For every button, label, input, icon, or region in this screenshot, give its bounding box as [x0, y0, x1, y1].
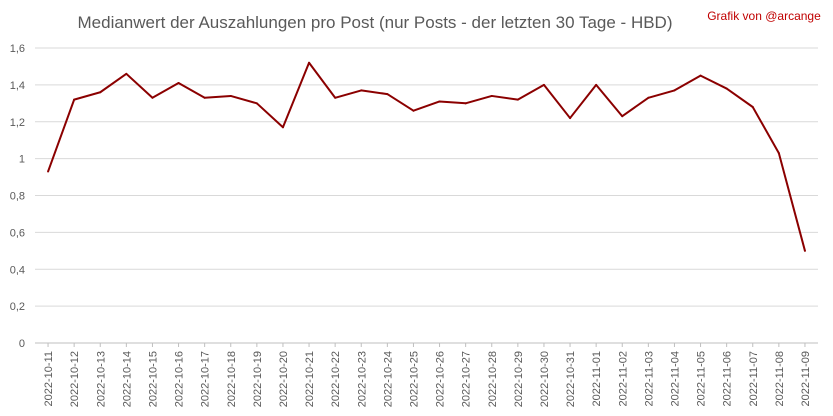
y-tick-label: 0,8	[10, 191, 25, 203]
data-point	[203, 96, 206, 99]
chart-title: Medianwert der Auszahlungen pro Post (nu…	[78, 13, 673, 32]
data-point	[281, 126, 284, 129]
data-point	[490, 94, 493, 97]
x-tick-label: 2022-10-20	[278, 351, 290, 407]
y-tick-label: 1,6	[10, 43, 25, 55]
data-point	[334, 96, 337, 99]
y-tick-label: 0,2	[10, 301, 25, 313]
series-line	[47, 61, 806, 252]
y-axis-ticks: 0 0,2 0,4 0,6 0,8 1 1,2 1,4 1,6	[10, 43, 25, 350]
x-tick-label: 2022-10-28	[487, 351, 499, 407]
x-tick-label: 2022-10-24	[382, 351, 394, 407]
chart-credit: Grafik von @arcange	[707, 9, 821, 23]
data-point	[177, 82, 180, 85]
y-tick-label: 0,4	[10, 264, 25, 276]
data-point	[308, 61, 311, 64]
x-tick-label: 2022-11-08	[774, 351, 786, 406]
data-point	[438, 100, 441, 103]
x-tick-label: 2022-10-19	[252, 351, 264, 407]
data-point	[673, 89, 676, 92]
data-point	[725, 87, 728, 90]
x-tick-label: 2022-10-27	[461, 351, 473, 407]
x-tick-label: 2022-11-03	[643, 351, 655, 406]
x-tick-label: 2022-11-04	[669, 351, 681, 406]
y-tick-label: 0	[19, 338, 25, 350]
x-tick-label: 2022-10-21	[304, 351, 316, 407]
gridlines	[35, 47, 818, 344]
data-point	[621, 115, 624, 118]
data-point	[516, 98, 519, 101]
x-tick-label: 2022-10-22	[330, 351, 342, 407]
x-tick-label: 2022-10-17	[200, 351, 212, 407]
data-point	[99, 91, 102, 94]
data-point	[569, 117, 572, 120]
y-tick-label: 1,2	[10, 117, 25, 129]
x-tick-label: 2022-10-14	[121, 351, 133, 407]
x-tick-label: 2022-10-13	[95, 351, 107, 407]
x-axis-ticks: 2022-10-11 2022-10-12 2022-10-13 2022-10-14…	[43, 343, 812, 407]
x-tick-label: 2022-10-29	[513, 351, 525, 407]
x-tick-label: 2022-11-02	[617, 351, 629, 406]
x-tick-label: 2022-10-12	[69, 351, 81, 407]
data-point	[803, 249, 806, 252]
y-tick-label: 1	[19, 154, 25, 166]
x-tick-label: 2022-10-25	[408, 351, 420, 407]
x-tick-label: 2022-10-15	[147, 351, 159, 407]
x-tick-label: 2022-11-09	[800, 351, 812, 406]
data-point	[595, 83, 598, 86]
series-layer	[47, 61, 806, 252]
data-point	[699, 74, 702, 77]
x-tick-label: 2022-10-31	[565, 351, 577, 407]
x-tick-label: 2022-10-16	[174, 351, 186, 407]
data-point	[777, 152, 780, 155]
data-point	[360, 89, 363, 92]
data-point	[255, 102, 258, 105]
x-tick-label: 2022-10-11	[43, 351, 55, 406]
data-point	[229, 94, 232, 97]
data-point	[73, 98, 76, 101]
data-point	[47, 170, 50, 173]
data-point	[386, 93, 389, 96]
data-point	[542, 83, 545, 86]
data-point	[125, 72, 128, 75]
data-point	[751, 106, 754, 108]
data-point	[412, 109, 415, 112]
y-tick-label: 0,6	[10, 227, 25, 239]
x-tick-label: 2022-11-06	[722, 351, 734, 406]
data-point	[151, 96, 154, 99]
y-tick-label: 1,4	[10, 80, 25, 92]
data-point	[464, 102, 467, 105]
x-tick-label: 2022-10-23	[356, 351, 368, 407]
data-point	[647, 96, 650, 99]
x-tick-label: 2022-11-07	[748, 351, 760, 406]
x-tick-label: 2022-11-05	[696, 351, 708, 406]
x-tick-label: 2022-10-30	[539, 351, 551, 407]
x-tick-label: 2022-10-26	[435, 351, 447, 407]
x-tick-label: 2022-11-01	[591, 351, 603, 406]
x-tick-label: 2022-10-18	[226, 351, 238, 407]
